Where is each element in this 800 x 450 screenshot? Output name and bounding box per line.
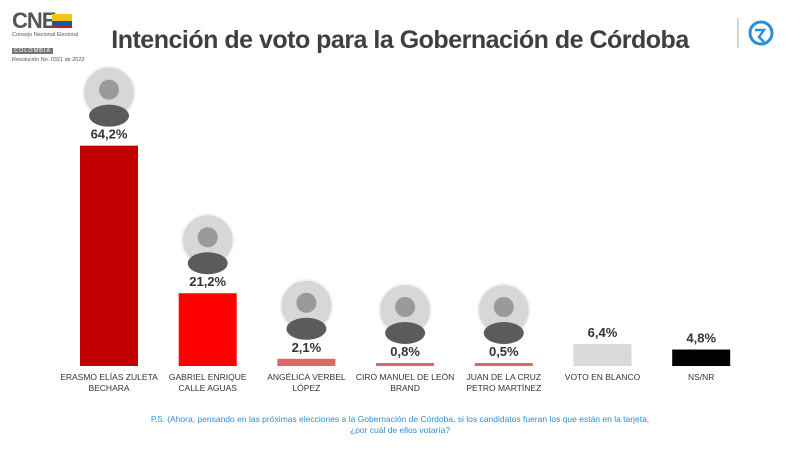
logo-mark: CNE <box>12 8 56 33</box>
bar <box>277 358 336 366</box>
data-label: 0,5% <box>489 344 519 359</box>
category-label: BRAND <box>390 383 420 393</box>
bar <box>672 349 731 366</box>
logo-line2: COLOMBIA <box>12 47 54 54</box>
question-line-2: ¿por cuál de ellos votaría? <box>349 425 451 435</box>
brand-logo-icon <box>737 18 774 48</box>
question-line-1: P.5. (Ahora, pensando en las próximas el… <box>150 414 650 424</box>
category-label: NS/NR <box>688 372 714 382</box>
category-label: ANGÉLICA VERBEL <box>267 372 346 382</box>
candidate-photo-icon <box>82 65 136 127</box>
data-label: 64,2% <box>91 127 128 142</box>
candidate-photo-icon <box>476 283 531 344</box>
candidate-photo-icon <box>279 278 334 340</box>
data-label: 6,4% <box>588 325 618 340</box>
candidate-photo-icon <box>378 283 433 344</box>
bar <box>178 293 237 366</box>
category-label: LÓPEZ <box>292 383 320 393</box>
bar <box>376 363 435 366</box>
logo-line3: Resolución No. 0321 de 2023 <box>12 56 85 63</box>
category-label: PETRO MARTÍNEZ <box>466 383 541 393</box>
bar <box>474 363 533 366</box>
category-label: BECHARA <box>88 383 129 393</box>
colombia-flag-icon <box>52 14 72 28</box>
data-label: 0,8% <box>390 344 420 359</box>
category-label: JUAN DE LA CRUZ <box>466 372 541 382</box>
survey-question: P.5. (Ahora, pensando en las próximas el… <box>110 414 690 436</box>
data-label: 4,8% <box>686 331 716 346</box>
bar <box>80 145 138 366</box>
category-label: VOTO EN BLANCO <box>565 372 641 382</box>
logo-line1: Consejo Nacional Electoral <box>12 32 79 38</box>
data-label: 21,2% <box>189 274 226 289</box>
category-label: ERASMO ELÍAS ZULETA <box>60 372 158 382</box>
cne-logo: CNE Consejo Nacional Electoral COLOMBIA … <box>12 8 92 63</box>
category-label: CALLE AGUAS <box>178 383 237 393</box>
category-label: GABRIEL ENRIQUE <box>169 372 247 382</box>
chart-title: Intención de voto para la Gobernación de… <box>111 26 689 54</box>
bar <box>573 344 632 366</box>
category-label: CIRO MANUEL DE LEÓN <box>356 372 454 382</box>
data-label: 2,1% <box>292 340 322 355</box>
candidate-photo-icon <box>180 213 235 275</box>
